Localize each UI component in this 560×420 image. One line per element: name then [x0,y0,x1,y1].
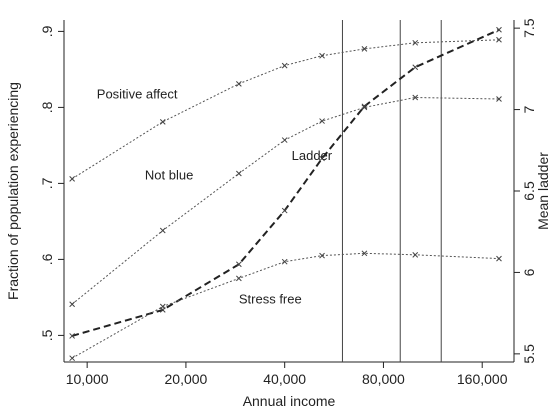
positive-affect-line [71,39,500,180]
stress-free-point [281,258,288,265]
positive-affect-point [319,52,325,59]
not-blue-point [319,118,325,124]
ladder-point [361,103,368,110]
stress-free-point [319,252,325,259]
plot-frame [63,20,515,363]
x-tick-label: 10,000 [66,371,109,387]
positive-affect-point [159,118,166,125]
x-axis-ticks: 10,000 20,000 40,000 80,000 160,000 [66,362,508,387]
stress-free-point [69,355,75,362]
stress-free-label: Stress free [239,291,302,306]
ladder-point [412,64,419,71]
positive-affect-point [281,62,288,69]
not-blue-point [69,301,75,308]
ladder-label: Ladder [292,148,333,163]
ladder-point [281,207,288,214]
right-axis-title: Mean ladder [535,152,551,230]
not-blue-point [496,96,502,102]
stress-free-line [71,252,500,359]
series-labels: Positive affect Not blue Ladder Stress free [97,86,333,306]
left-y-tick-label: .5 [39,329,55,341]
positive-affect-point [412,39,419,46]
ladder-point [319,155,325,162]
right-y-tick-label: 6 [521,268,537,276]
left-y-tick-label: .8 [39,101,55,113]
stress-free-point [236,275,242,282]
right-y-tick-label: 6.5 [521,181,537,201]
right-y-tick-label: 7.5 [521,18,537,38]
x-axis-title: Annual income [243,393,336,409]
not-blue-line [71,96,500,305]
stress-free-point [361,250,368,257]
ladder-point [496,26,502,33]
not-blue-label: Not blue [145,168,193,183]
positive-affect-point [496,36,502,43]
x-tick-label: 40,000 [263,371,306,387]
stress-free-point [412,251,419,258]
not-blue-point [236,170,242,177]
positive-affect-label: Positive affect [97,86,178,101]
x-tick-label: 80,000 [362,371,405,387]
ladder-point [69,333,75,339]
not-blue-point [159,227,166,234]
reference-lines [341,20,442,362]
positive-affect-point [361,46,368,52]
left-y-tick-label: .9 [39,25,55,37]
ladder-point [236,261,242,268]
right-axis-ticks: 5.5 6 6.5 7 7.5 [514,18,537,364]
left-y-tick-label: .7 [39,177,55,189]
stress-free-point [496,255,502,262]
right-y-tick-label: 7 [521,105,537,113]
positive-affect-point [69,175,75,182]
right-y-tick-label: 5.5 [521,344,537,364]
not-blue-point [281,137,288,143]
left-axis-ticks: .5 .6 .7 .8 .9 [39,25,64,341]
positive-affect-point [236,80,242,87]
stress-free-point [159,303,166,310]
ladder-line [71,28,500,337]
left-y-tick-label: .6 [39,253,55,265]
x-tick-label: 20,000 [165,371,208,387]
not-blue-point [412,94,419,101]
x-tick-label: 160,000 [457,371,508,387]
series-layer [69,26,502,362]
left-axis-title: Fraction of population experiencing [5,82,21,300]
